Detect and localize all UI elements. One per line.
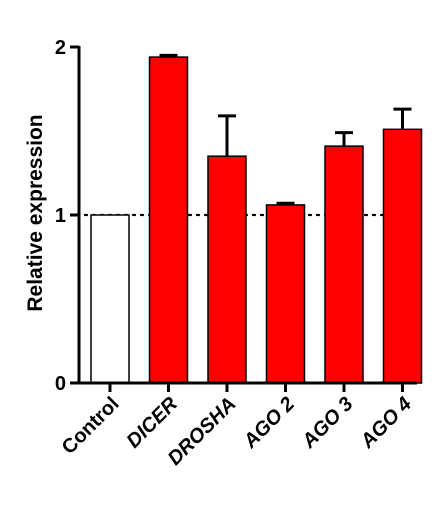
y-tick-label-1: 1	[55, 205, 66, 227]
x-tick-label-ago-4: AGO 4	[356, 393, 416, 453]
bar-ago-4	[382, 128, 423, 384]
x-tick-label-ago-2: AGO 2	[239, 393, 299, 453]
y-tick-label-2: 2	[55, 37, 66, 59]
bars-layer	[90, 53, 423, 384]
y-tick-label-0: 0	[55, 373, 66, 395]
x-tick-label-ago-3: AGO 3	[297, 393, 357, 453]
y-axis-label: Relative expression	[24, 114, 47, 311]
ticks-layer: 0 1 2	[55, 37, 79, 395]
bar-dicer	[148, 56, 189, 384]
bar-ago-3	[324, 145, 364, 384]
bar-ago-2	[265, 204, 306, 384]
x-tick-label-control: Control	[58, 393, 124, 459]
bar-control	[90, 214, 130, 384]
bar-drosha	[207, 155, 247, 384]
